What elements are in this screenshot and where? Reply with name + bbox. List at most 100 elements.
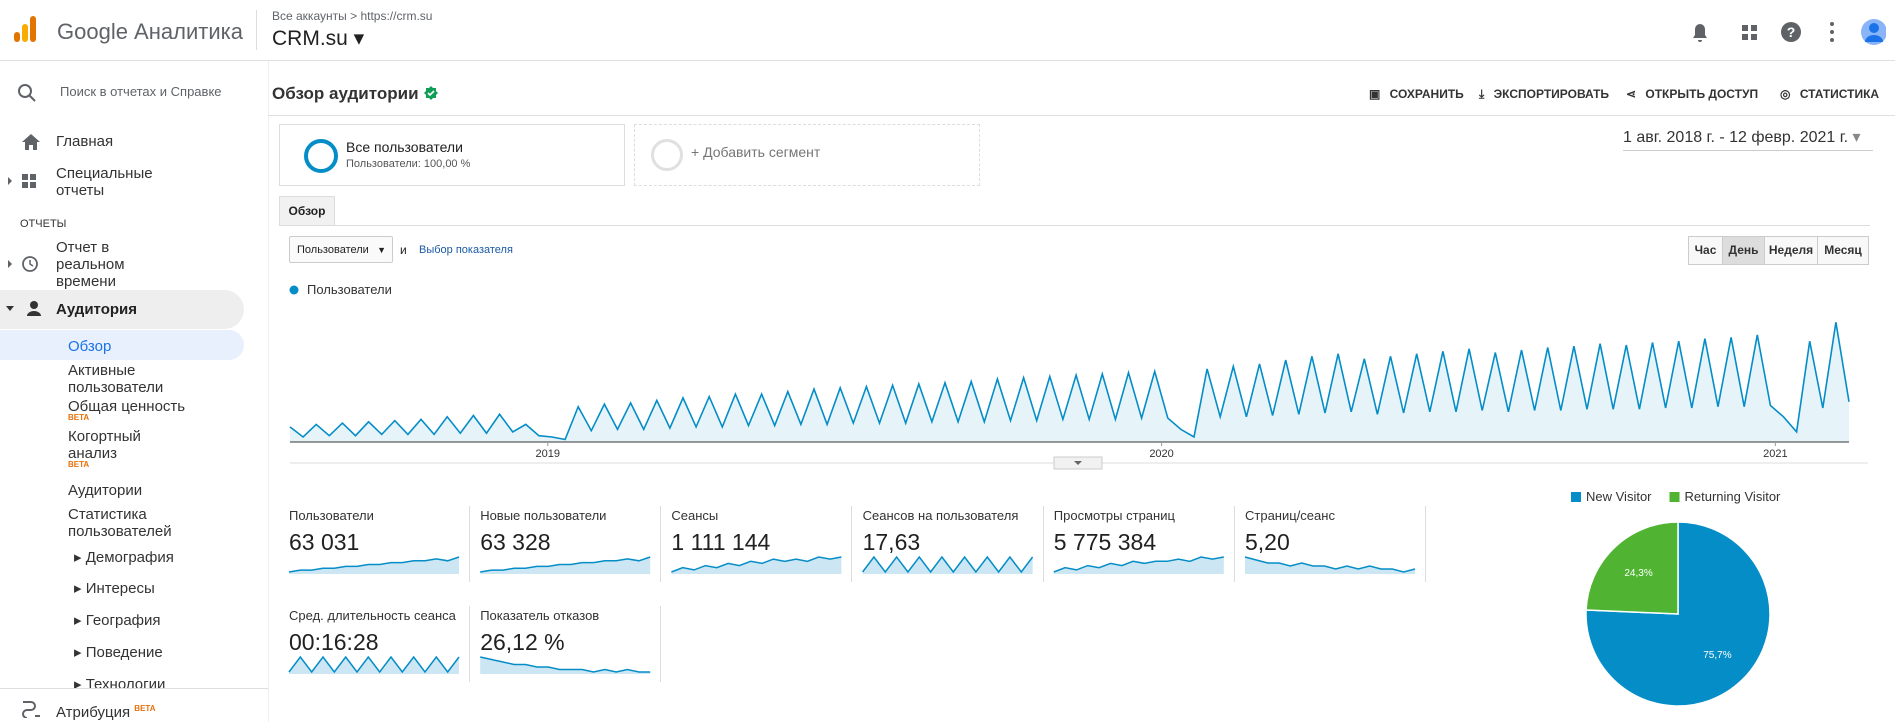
nav-custom-reports[interactable]: Специальные отчеты [56,165,153,199]
metric-label: Сеансов на пользователя [862,508,1019,523]
nav-active-users[interactable]: Активные пользователи [68,362,164,396]
segment-card[interactable]: Все пользователи Пользователи: 100,00 % [279,124,625,186]
date-range[interactable]: 1 авг. 2018 г. - 12 февр. 2021 г. ▾ [1623,129,1861,146]
nav-group-label[interactable]: Поведение [85,644,163,661]
insights-label[interactable]: СТАТИСТИКА [1799,87,1880,101]
nav-group-label[interactable]: Демография [85,549,174,566]
nav-group[interactable]: ▸ Интересы [74,580,155,597]
notifications-icon[interactable] [1693,24,1707,42]
add-segment[interactable]: + Добавить сегмент [634,124,980,186]
tab-overview[interactable]: Обзор [279,196,335,226]
nav-group[interactable]: ▸ География [74,612,161,629]
metric-separator [851,506,853,582]
share-button[interactable]: ⋖ ОТКРЫТЬ ДОСТУП [1626,87,1759,101]
attribution-icon [22,701,40,718]
nav-home[interactable]: Главная [56,133,114,150]
granularity-week[interactable]: Неделя [1764,236,1818,265]
metric-separator [1233,506,1235,582]
nav-user-explorer[interactable]: Статистика пользователей [68,506,172,540]
custom-icon [8,174,36,188]
metric-value: 5,20 [1245,529,1290,555]
metric-value: 63 328 [480,529,551,555]
metric-value: 00:16:28 [289,629,379,655]
nav-group[interactable]: ▸ Поведение [74,644,163,661]
metric-separator [469,506,470,582]
help-icon[interactable] [1781,22,1801,42]
header-icons: ? [1693,19,1886,45]
nav-audience[interactable]: Аудитория [56,301,137,318]
nav-group[interactable]: ▸ Демография [74,549,174,566]
beta-badge: BETA [68,413,90,422]
metric-separator [469,606,470,682]
divider [0,688,268,689]
search-icon [18,84,36,102]
search-box[interactable]: Поиск в отчетах и Справке [60,84,222,99]
x-tick-label: 2021 [1763,448,1787,460]
metric-value: 1 111 144 [671,529,771,555]
active-group-bg [0,290,244,329]
legend-swatch [1669,492,1680,502]
metric-dropdown-label[interactable]: Пользователи [297,244,369,256]
resize-arrow [1074,461,1082,465]
page-title-text: Обзор аудитории [272,84,419,103]
granularity-month[interactable]: Месяц [1817,236,1869,265]
granularity-day[interactable]: День [1722,236,1765,265]
verified-icon [424,86,439,100]
metric-value: 17,63 [862,529,921,555]
legend-dot [289,285,299,295]
account-name[interactable]: CRM.su [272,27,348,50]
export-label[interactable]: ЭКСПОРТИРОВАТЬ [1493,87,1610,101]
nav-group[interactable]: ▸ Технологии [74,675,165,688]
segment-name: Все пользователи [346,139,463,155]
nav-lifetime-value[interactable]: Общая ценность [68,398,186,415]
sparkline [1053,556,1224,573]
metric-value: 5 775 384 [1053,529,1157,555]
account-selector[interactable]: CRM.su ▾ [272,27,365,50]
nav-group-label[interactable]: Интересы [85,580,155,597]
legend-swatch [1571,492,1581,502]
nav-groups: ▸ Демография ▸ Интересы ▸ География ▸ По… [0,540,268,688]
insights-button[interactable]: ◎ СТАТИСТИКА [1780,87,1880,101]
divider [256,10,257,50]
sparkline-area [480,657,651,674]
section-label: ОТЧЕТЫ [20,218,67,230]
metric-separator [660,606,662,682]
save-label[interactable]: СОХРАНИТЬ [1389,87,1464,101]
metric-label: Сеансы [671,508,719,523]
nav-overview[interactable]: Обзор [68,338,112,355]
sparkline [1244,556,1416,573]
nav-attribution[interactable]: Атрибуция BETA [56,700,155,721]
apps-icon[interactable] [1742,25,1757,40]
nav-audiences[interactable]: Аудитории [68,482,143,499]
export-button[interactable]: ⤓ ЭКСПОРТИРОВАТЬ [1479,87,1610,101]
realtime-icon [8,256,38,272]
share-label[interactable]: ОТКРЫТЬ ДОСТУП [1645,87,1759,101]
metric-value: 63 031 [289,529,360,555]
metric-label: Просмотры страниц [1053,508,1175,523]
breadcrumb-item[interactable]: https://crm.su [360,9,433,23]
nav-realtime[interactable]: Отчет в реальном времени [56,239,125,290]
metric-label: Страниц/сеанс [1245,508,1335,523]
metric-dropdown[interactable]: Пользователи ▼ [289,236,393,263]
nav-cohort[interactable]: Когортный анализ [68,428,141,462]
breadcrumb[interactable]: Все аккаунты > https://crm.su [272,9,433,23]
date-underline [1623,150,1873,151]
segment-ring [304,139,338,173]
beta-badge: BETA [68,460,90,469]
date-range-label[interactable]: 1 авг. 2018 г. - 12 февр. 2021 г. [1623,129,1849,146]
home-icon [22,134,40,150]
save-button[interactable]: ▣ СОХРАНИТЬ [1369,87,1464,101]
more-icon[interactable] [1830,22,1834,42]
x-tick-label: 2020 [1149,448,1173,460]
nav-group-label[interactable]: Технологии [85,676,166,688]
divider [268,115,1895,116]
legend-label: Returning Visitor [1685,489,1782,504]
nav-group-label[interactable]: География [85,612,161,629]
divider [279,225,1870,226]
choose-metric-link[interactable]: Выбор показателя [419,244,513,256]
breadcrumb-item[interactable]: Все аккаунты [272,9,347,23]
segment-detail: Пользователи: 100,00 % [346,158,471,170]
add-segment-label[interactable]: + Добавить сегмент [691,144,821,160]
nav-attribution-label[interactable]: Атрибуция [56,704,131,721]
